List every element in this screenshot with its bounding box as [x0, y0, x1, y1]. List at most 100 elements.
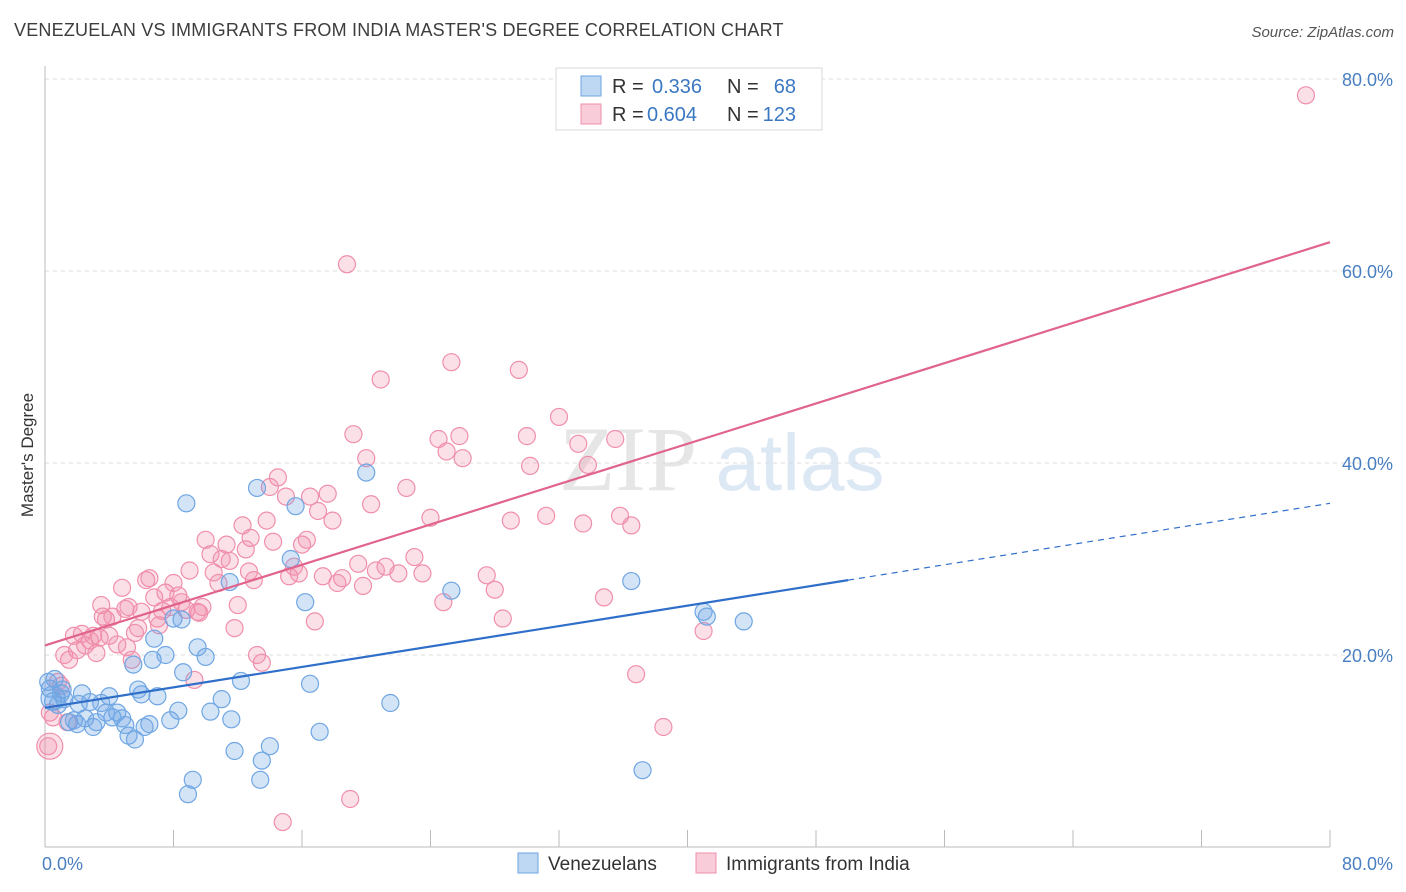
india-point: [201, 545, 220, 564]
india-point: [273, 812, 292, 832]
india-point: [323, 511, 342, 530]
india-point: [517, 427, 536, 446]
watermark: ZIP atlas: [559, 408, 884, 510]
venezuelan-point: [281, 549, 300, 569]
venezuelan-point: [172, 610, 191, 629]
venezuelan-point: [622, 571, 641, 591]
stats-pink-n-value: 123: [763, 104, 796, 126]
stats-pink-swatch: [580, 103, 602, 125]
india-point: [145, 588, 164, 607]
venezuelan-point: [286, 497, 305, 516]
venezuelan-point: [183, 770, 202, 789]
venezuelan-point: [116, 715, 135, 735]
stats-blue-n-value: 68: [774, 76, 796, 98]
india-point: [1296, 86, 1316, 105]
venezuelan-point: [212, 690, 231, 709]
legend-india-label: Immigrants from India: [726, 854, 910, 875]
venezuelan-trend-extension: [848, 502, 1331, 581]
india-point: [180, 561, 199, 580]
stats-blue-n-label: N =: [727, 76, 759, 98]
india-point: [217, 535, 236, 554]
india-point: [477, 566, 496, 585]
stats-blue-r-value: 0.336: [652, 76, 702, 98]
venezuelan-point: [148, 687, 167, 706]
india-point: [509, 360, 528, 379]
india-point: [493, 609, 512, 628]
india-point: [305, 612, 324, 631]
india-point: [450, 427, 469, 446]
series-venezuelans-points: [39, 463, 753, 804]
india-point: [193, 597, 212, 617]
tick-labels: 20.0% 40.0% 60.0% 80.0% 0.0% 80.0%: [42, 70, 1393, 874]
india-point: [622, 516, 641, 535]
legend: Venezuelans Immigrants from India: [517, 852, 910, 875]
venezuelan-point: [252, 751, 271, 770]
legend-blue-swatch: [517, 852, 539, 874]
india-point: [578, 455, 598, 475]
india-point: [413, 564, 432, 583]
watermark-zip: ZIP: [559, 408, 697, 510]
india-point: [349, 554, 368, 573]
series-india-points: [36, 86, 1316, 832]
india-point: [263, 532, 283, 551]
india-point: [389, 564, 408, 583]
india-point: [236, 540, 255, 559]
india-point: [39, 737, 58, 756]
india-point: [36, 732, 64, 760]
india-point: [549, 407, 569, 427]
venezuelan-point: [633, 761, 652, 780]
chart-source: Source: ZipAtlas.com: [1251, 24, 1394, 41]
venezuelan-point: [178, 785, 198, 804]
india-point: [204, 563, 223, 582]
venezuelan-point: [84, 717, 103, 737]
venezuelan-point: [169, 701, 188, 720]
stats-pink-r-value: 0.604: [647, 104, 697, 126]
india-point: [228, 595, 247, 615]
india-point: [337, 255, 357, 274]
india-point: [594, 588, 614, 607]
india-point: [344, 425, 363, 444]
india-point: [308, 501, 328, 521]
india-point: [90, 628, 109, 647]
india-point: [437, 442, 456, 461]
y-axis-label: Master's Degree: [18, 393, 37, 517]
venezuelan-point: [357, 463, 376, 482]
india-point: [87, 643, 106, 663]
venezuelan-point: [124, 655, 143, 674]
india-point: [606, 429, 625, 449]
india-point: [405, 547, 424, 567]
india-point: [140, 569, 159, 588]
chart-title: VENEZUELAN VS IMMIGRANTS FROM INDIA MAST…: [14, 20, 784, 40]
india-point: [366, 561, 385, 580]
india-point: [371, 370, 390, 389]
stats-box: R = 0.336 N = 68 R = 0.604 N = 123: [555, 67, 823, 131]
venezuelan-point: [201, 702, 220, 721]
india-point: [257, 511, 276, 530]
india-point: [93, 607, 112, 626]
india-point: [239, 562, 259, 581]
india-point: [353, 576, 373, 595]
india-point: [573, 514, 593, 533]
venezuelan-point: [697, 607, 716, 626]
venezuelan-point: [222, 710, 241, 729]
india-point: [341, 789, 360, 809]
india-point: [112, 578, 132, 597]
india-point: [268, 468, 288, 487]
venezuelan-point: [174, 663, 193, 682]
stats-blue-r-label: R =: [612, 76, 644, 98]
venezuelan-point: [381, 693, 400, 713]
venezuelan-point: [296, 593, 315, 612]
venezuelan-point: [260, 737, 279, 756]
legend-venezuelans-label: Venezuelans: [548, 854, 657, 875]
india-point: [300, 487, 320, 506]
india-point: [654, 717, 673, 737]
stats-pink-r-label: R =: [612, 104, 644, 126]
venezuelan-point: [310, 722, 329, 741]
y-tick-label: 60.0%: [1342, 262, 1393, 282]
india-point: [318, 484, 337, 503]
india-point: [297, 530, 316, 549]
india-point: [92, 595, 111, 615]
india-point: [453, 449, 472, 468]
venezuelan-point: [140, 715, 159, 734]
